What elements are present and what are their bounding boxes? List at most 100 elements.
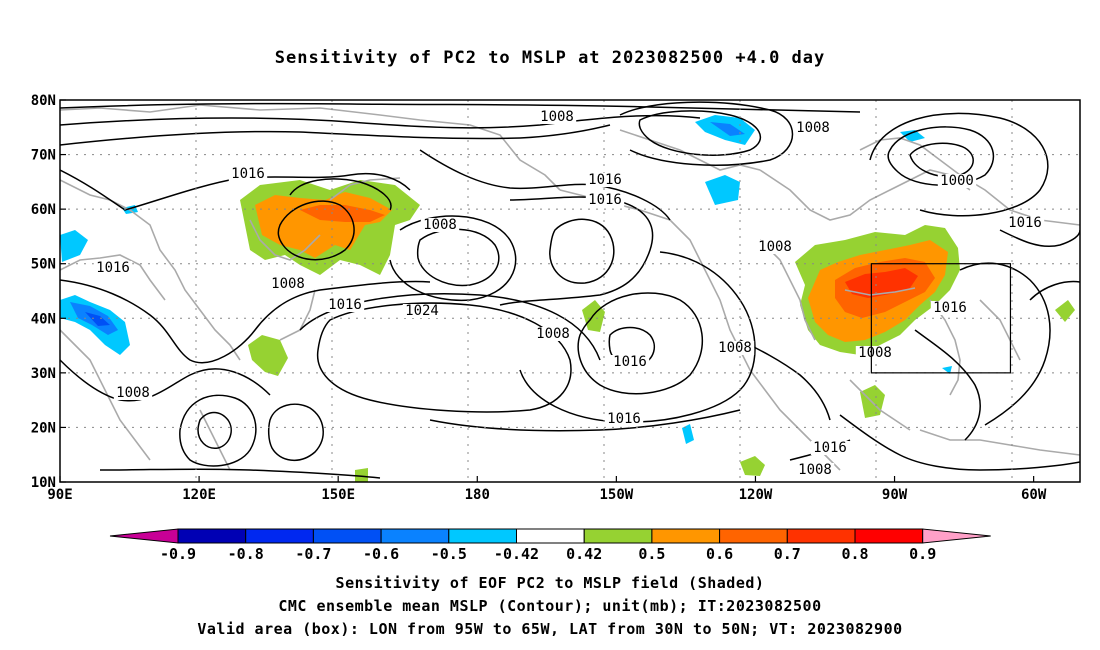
contour-label: 1016 [607, 411, 641, 427]
contour-label-layer: 1008 1008 1000 1008 1016 1016 1016 1008 1016 1008… [93, 109, 1045, 478]
positive-patch-mexico [740, 456, 765, 476]
contour-label: 1008 [758, 239, 792, 255]
colorbar-swatch [583, 528, 653, 544]
colorbar-swatch [312, 528, 382, 544]
contour-label-bg [420, 218, 460, 232]
contour-label: 1016 [588, 172, 622, 188]
contour-label-bg [93, 261, 133, 275]
caption-contour: CMC ensemble mean MSLP (Contour); unit(m… [278, 597, 822, 615]
contour-label-bg [793, 121, 833, 135]
colorbar-swatch [651, 528, 721, 544]
colorbar-low-triangle [109, 528, 179, 544]
contour-label-bg [715, 341, 755, 355]
negative-patch-pacific [682, 424, 694, 444]
coastlines [60, 104, 1080, 471]
sensitivity-map: 1008 1008 1000 1008 1016 1016 1016 1008 1016 1008… [31, 93, 1081, 563]
colorbar-label: -0.9 [160, 545, 196, 563]
contour-label: 1008 [540, 109, 574, 125]
latitude-axis: 80N 70N 60N 50N 40N 30N 20N 10N [31, 93, 66, 491]
contour-label: 1008 [796, 120, 830, 136]
contour-label: 1024 [405, 303, 439, 319]
colorbar-high-triangle [922, 528, 991, 544]
contour-label-bg [810, 441, 850, 455]
negative-patch-alaska [705, 175, 740, 205]
negative-patch-arctic-east [900, 130, 925, 142]
lon-tick-label: 150E [321, 487, 355, 503]
colorbar-label: -0.7 [295, 545, 331, 563]
contour-label: 1016 [96, 260, 130, 276]
lat-tick-label: 40N [31, 311, 56, 327]
lat-tick-label: 70N [31, 148, 56, 164]
colorbar-labels: -0.9 -0.8 -0.7 -0.6 -0.5 -0.42 0.42 0.5 0.6 0.7 0.… [160, 545, 936, 563]
contour-label-bg [1005, 216, 1045, 230]
positive-patch-sw-pacific [355, 468, 368, 482]
contour-label-bg [610, 355, 650, 369]
colorbar-label: 0.9 [909, 545, 936, 563]
contour-label-bg [937, 174, 977, 188]
negative-patch-atlantic [942, 366, 952, 374]
lon-tick-label: 90E [47, 487, 72, 503]
colorbar-label: -0.8 [228, 545, 264, 563]
contour-label: 1008 [271, 276, 305, 292]
colorbar-swatch [245, 528, 314, 544]
caption-shaded: Sensitivity of EOF PC2 to MSLP field (Sh… [335, 574, 765, 592]
colorbar-swatch [786, 528, 856, 544]
contour-label: 1008 [116, 385, 150, 401]
orange-patch-okhotsk-2 [300, 205, 385, 222]
negative-patch-india-core [85, 312, 110, 326]
negative-patch-siberia-dark [710, 122, 745, 136]
contour-label: 1008 [798, 462, 832, 478]
lon-tick-label: 90W [882, 487, 908, 503]
contour-label: 1016 [613, 354, 647, 370]
contour-label-bg [533, 327, 573, 341]
contour-label: 1008 [423, 217, 457, 233]
contour-label-bg [113, 386, 153, 400]
colorbar-label: -0.42 [494, 545, 539, 563]
contour-label-bg [755, 240, 795, 254]
colorbar-swatch [854, 528, 924, 544]
contour-label: 1008 [858, 345, 892, 361]
negative-patch-west [60, 230, 88, 262]
shaded-sensitivity-patches [60, 115, 1075, 482]
lat-tick-label: 60N [31, 202, 56, 218]
contour-label: 1008 [718, 340, 752, 356]
colorbar-label: -0.6 [363, 545, 399, 563]
lon-tick-label: 150W [600, 487, 634, 503]
contour-label: 1016 [813, 440, 847, 456]
contour-label: 1016 [328, 297, 362, 313]
colorbar-label: 0.8 [841, 545, 868, 563]
contour-label: 1000 [940, 173, 974, 189]
plot-frame [59, 99, 1081, 483]
lat-tick-label: 10N [31, 475, 56, 491]
lon-tick-label: 120E [182, 487, 216, 503]
colorbar [109, 528, 991, 544]
valid-area-box [870, 263, 1012, 374]
longitude-axis: 90E 120E 150E 180 150W 120W 90W 60W [47, 476, 1047, 503]
lon-tick-label: 120W [739, 487, 773, 503]
contour-label-bg [604, 412, 644, 426]
colorbar-swatch [448, 528, 517, 544]
plot-title: Sensitivity of PC2 to MSLP at 2023082500… [274, 48, 826, 68]
contour-label: 1016 [1008, 215, 1042, 231]
contour-label-bg [585, 173, 625, 187]
contour-label-bg [325, 298, 365, 312]
positive-patch-japan [248, 335, 288, 376]
caption-valid-area: Valid area (box): LON from 95W to 65W, L… [197, 620, 903, 638]
colorbar-label: 0.7 [774, 545, 801, 563]
colorbar-swatch [177, 528, 247, 544]
contour-label-bg [930, 301, 970, 315]
colorbar-label: 0.42 [566, 545, 602, 563]
contour-label-bg [795, 463, 835, 477]
contour-label-bg [402, 304, 442, 318]
colorbar-label: -0.5 [431, 545, 467, 563]
lat-tick-label: 20N [31, 420, 56, 436]
colorbar-swatch [516, 528, 585, 544]
lon-tick-label: 180 [465, 487, 490, 503]
positive-patch-atlantic [1055, 300, 1075, 322]
contour-label: 1016 [231, 166, 265, 182]
colorbar-swatch [719, 528, 788, 544]
contour-label: 1008 [536, 326, 570, 342]
contour-label-bg [228, 167, 268, 181]
colorbar-swatch [380, 528, 450, 544]
lat-tick-label: 30N [31, 366, 56, 382]
